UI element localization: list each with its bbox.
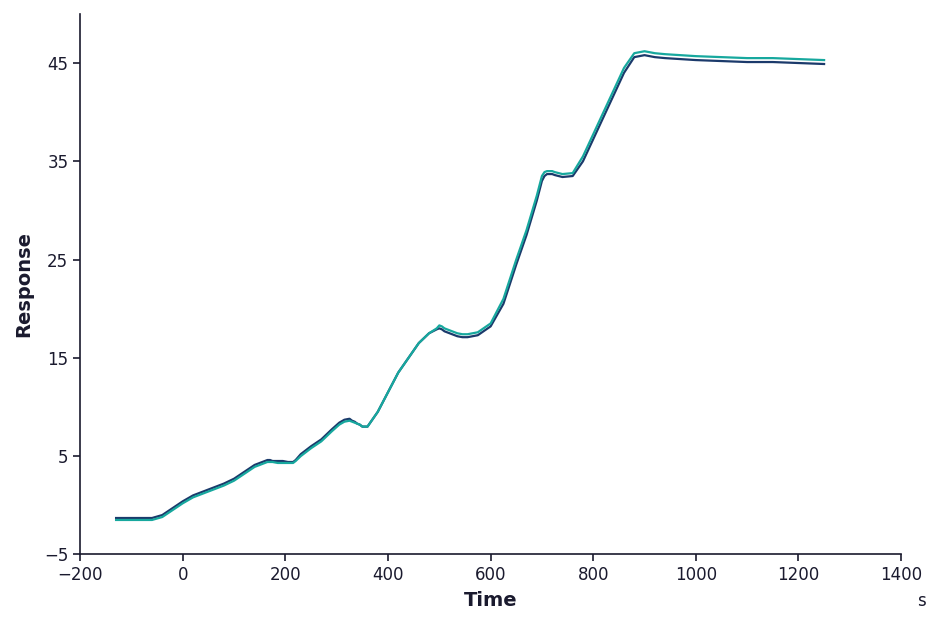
X-axis label: Time: Time [464,591,518,610]
Y-axis label: Response: Response [14,231,33,337]
Text: s: s [917,592,927,610]
